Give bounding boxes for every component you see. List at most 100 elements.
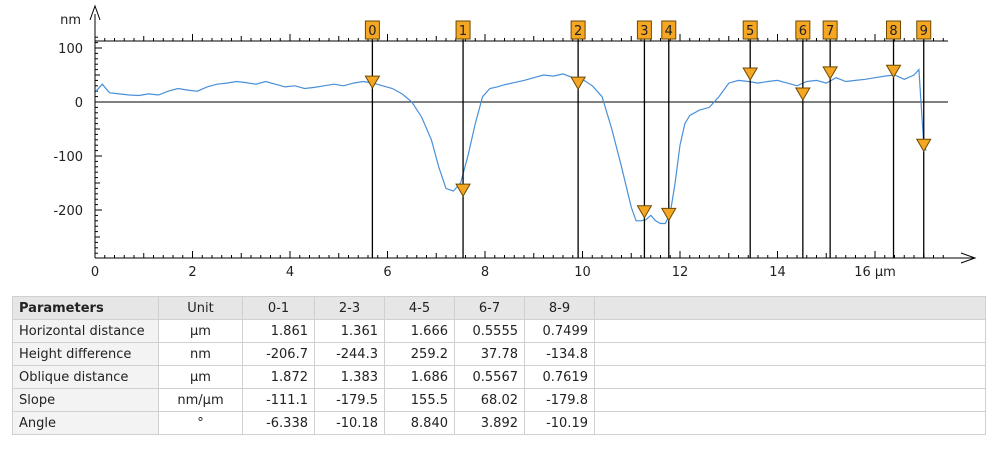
- marker-label[interactable]: 3: [640, 24, 648, 39]
- marker-label[interactable]: 5: [746, 24, 754, 39]
- cell-value: 155.5: [384, 388, 455, 412]
- marker-triangle-icon[interactable]: [885, 64, 902, 79]
- cell-value: -111.1: [242, 388, 315, 412]
- x-tick-label: 0: [91, 265, 99, 280]
- parameters-table-container: Parameters Unit 0-1 2-3 4-5 6-7 8-9 Hori…: [12, 296, 986, 435]
- marker-label[interactable]: 4: [665, 24, 673, 39]
- row-filler: [594, 319, 986, 343]
- marker-triangle-icon[interactable]: [570, 76, 586, 91]
- header-parameters: Parameters: [12, 296, 159, 320]
- cell-value: -10.18: [314, 411, 385, 435]
- table-row: Oblique distance µm 1.872 1.383 1.686 0.…: [12, 365, 986, 389]
- row-filler: [594, 342, 986, 366]
- cell-value: -6.338: [242, 411, 315, 435]
- row-unit: µm: [158, 365, 243, 389]
- marker-label[interactable]: 1: [459, 24, 467, 39]
- x-tick-label: 8: [481, 265, 489, 280]
- x-tick-label: 6: [383, 265, 391, 280]
- cell-value: -134.8: [524, 342, 595, 366]
- cell-value: -179.5: [314, 388, 385, 412]
- marker-triangle-icon[interactable]: [742, 67, 759, 81]
- marker-label[interactable]: 7: [826, 24, 834, 39]
- cell-value: -244.3: [314, 342, 385, 366]
- x-axis-arrow-icon: [960, 252, 977, 264]
- table-row: Height difference nm -206.7 -244.3 259.2…: [12, 342, 986, 366]
- table-header-row: Parameters Unit 0-1 2-3 4-5 6-7 8-9: [12, 296, 986, 320]
- table-row: Slope nm/µm -111.1 -179.5 155.5 68.02 -1…: [12, 388, 986, 412]
- marker-box[interactable]: [822, 20, 838, 40]
- cell-value: 1.361: [314, 319, 385, 343]
- cell-value: 0.7619: [524, 365, 595, 389]
- row-name: Oblique distance: [12, 365, 159, 389]
- marker-label[interactable]: 9: [920, 24, 928, 39]
- row-unit: nm/µm: [158, 388, 243, 412]
- row-unit: µm: [158, 319, 243, 343]
- profile-line-layer: [95, 68, 927, 225]
- marker-triangle-icon[interactable]: [915, 138, 932, 153]
- marker-label[interactable]: 6: [799, 24, 807, 39]
- header-2-3: 2-3: [314, 296, 385, 320]
- cell-value: 37.78: [454, 342, 525, 366]
- marker-layer[interactable]: 0 1 2 3 4 5 6 7 8 9: [364, 20, 932, 258]
- marker-box[interactable]: [661, 20, 677, 40]
- cell-value: 1.666: [384, 319, 455, 343]
- cell-value: 259.2: [384, 342, 455, 366]
- marker-label[interactable]: 2: [574, 24, 582, 39]
- row-filler: [594, 388, 986, 412]
- cell-value: 0.5567: [454, 365, 525, 389]
- cell-value: -206.7: [242, 342, 315, 366]
- marker-triangle-icon[interactable]: [636, 205, 653, 219]
- cell-value: 3.892: [454, 411, 525, 435]
- marker-triangle-icon[interactable]: [794, 87, 811, 101]
- header-4-5: 4-5: [384, 296, 455, 320]
- y-tick-label: 100: [58, 42, 83, 57]
- marker-box[interactable]: [916, 20, 932, 40]
- x-tick-label: 12: [672, 265, 689, 280]
- table-row: Angle ° -6.338 -10.18 8.840 3.892 -10.19: [12, 411, 986, 435]
- header-filler: [594, 296, 986, 320]
- profile-line: [95, 68, 927, 225]
- row-name: Horizontal distance: [12, 319, 159, 343]
- x-tick-label: 4: [286, 265, 294, 280]
- y-tick-label: 0: [75, 96, 83, 111]
- cell-value: 1.861: [242, 319, 315, 343]
- marker-triangle-icon[interactable]: [660, 207, 677, 222]
- x-tick-label: 10: [574, 265, 591, 280]
- marker-triangle-icon[interactable]: [455, 183, 471, 198]
- header-8-9: 8-9: [524, 296, 595, 320]
- row-name: Slope: [12, 388, 159, 412]
- cell-value: 68.02: [454, 388, 525, 412]
- y-tick-label: -100: [53, 150, 83, 165]
- row-unit: °: [158, 411, 243, 435]
- y-unit-label: nm: [60, 13, 81, 28]
- marker-box[interactable]: [570, 20, 586, 40]
- marker-label[interactable]: 0: [368, 24, 376, 39]
- plot-frame: [89, 4, 977, 264]
- y-tick-label: -200: [53, 204, 83, 219]
- cell-value: 0.5555: [454, 319, 525, 343]
- header-0-1: 0-1: [242, 296, 315, 320]
- cell-value: 1.686: [384, 365, 455, 389]
- marker-box[interactable]: [636, 20, 652, 40]
- marker-label[interactable]: 8: [889, 24, 897, 39]
- marker-box[interactable]: [455, 20, 471, 40]
- marker-triangle-icon[interactable]: [822, 66, 839, 80]
- cell-value: -10.19: [524, 411, 595, 435]
- header-unit: Unit: [158, 296, 243, 320]
- cell-value: 1.383: [314, 365, 385, 389]
- y-axis-arrow-icon: [89, 4, 101, 21]
- cell-value: -179.8: [524, 388, 595, 412]
- axis-ticks: [94, 34, 944, 258]
- marker-box[interactable]: [886, 20, 902, 40]
- row-unit: nm: [158, 342, 243, 366]
- cell-value: 1.872: [242, 365, 315, 389]
- x-tick-label: 16 µm: [854, 265, 896, 280]
- parameters-table: Parameters Unit 0-1 2-3 4-5 6-7 8-9 Hori…: [12, 296, 986, 435]
- marker-triangle-icon[interactable]: [364, 75, 381, 90]
- marker-box[interactable]: [742, 20, 758, 40]
- marker-box[interactable]: [364, 20, 380, 40]
- row-filler: [594, 411, 986, 435]
- marker-box[interactable]: [795, 20, 811, 40]
- row-name: Height difference: [12, 342, 159, 366]
